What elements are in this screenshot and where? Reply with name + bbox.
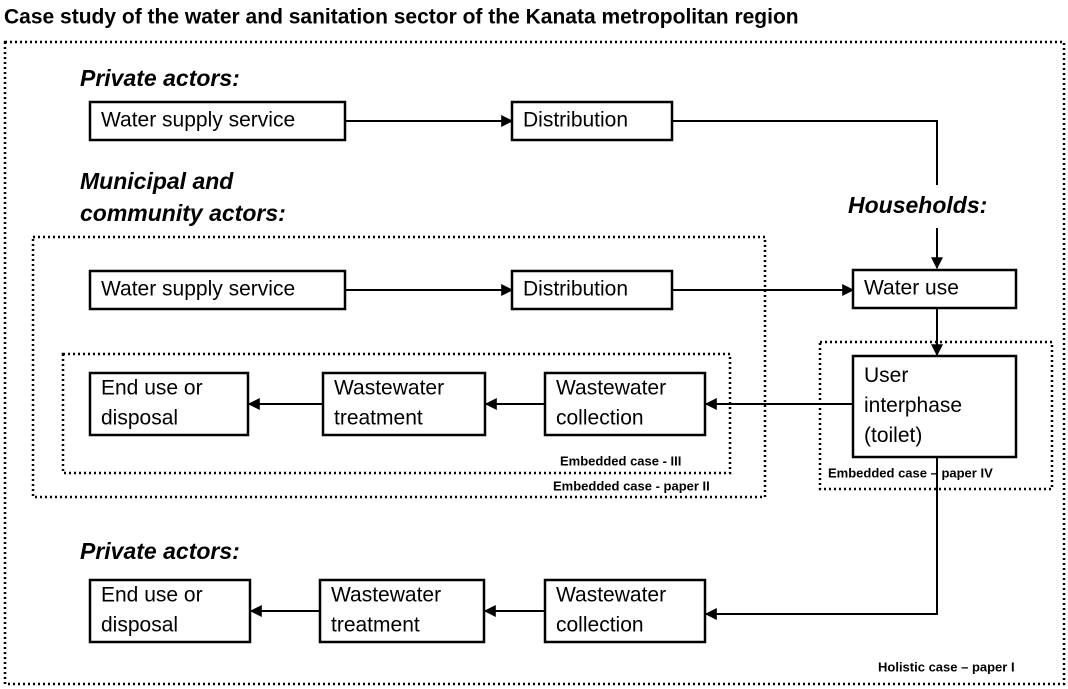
node-box (88, 269, 347, 311)
node-text: Distribution (523, 109, 628, 132)
node-text: disposal (101, 407, 178, 430)
paper-iii-frame (61, 352, 732, 475)
node-text: disposal (101, 614, 178, 637)
node-text: User (864, 364, 908, 387)
node-text: Wastewater (331, 584, 441, 607)
node-box (318, 578, 486, 644)
title: Case study of the water and sanitation s… (4, 6, 799, 29)
node-box (510, 100, 674, 142)
node-box (510, 269, 674, 311)
case-label: Embedded case - paper II (553, 478, 710, 493)
node-text: Wastewater (556, 377, 666, 400)
node-box (543, 371, 707, 437)
node-box (543, 578, 707, 644)
label: Private actors: (80, 538, 240, 564)
node-box (88, 578, 252, 644)
node-text: collection (556, 614, 644, 637)
label: community actors: (80, 200, 286, 226)
node-text: treatment (331, 614, 420, 637)
node-text: Water supply service (101, 109, 295, 132)
label: Private actors: (80, 65, 240, 91)
node-text: (toilet) (864, 424, 922, 447)
node-box (851, 354, 1018, 459)
node-box (321, 371, 487, 437)
case-label: Embedded case – paper IV (828, 465, 993, 480)
node-text: Distribution (523, 278, 628, 301)
node-text: End use or (101, 584, 203, 607)
node-text: Wastewater (556, 584, 666, 607)
node-text: Wastewater (334, 377, 444, 400)
connectors (247, 115, 943, 620)
node-box (851, 268, 1018, 310)
case-label: Embedded case - III (560, 453, 681, 468)
case-label: Holistic case – paper I (878, 659, 1015, 674)
node-text: Water use (864, 277, 959, 300)
label: Households: (848, 192, 987, 218)
node-box (88, 371, 250, 437)
node-box (88, 100, 347, 142)
paper-ii-frame (31, 235, 767, 499)
node-text: Water supply service (101, 278, 295, 301)
node-text: collection (556, 407, 644, 430)
node-text: End use or (101, 377, 203, 400)
label: Municipal and (80, 168, 234, 194)
node-text: treatment (334, 407, 423, 430)
holistic-frame (3, 40, 1066, 686)
node-text: interphase (864, 394, 962, 417)
